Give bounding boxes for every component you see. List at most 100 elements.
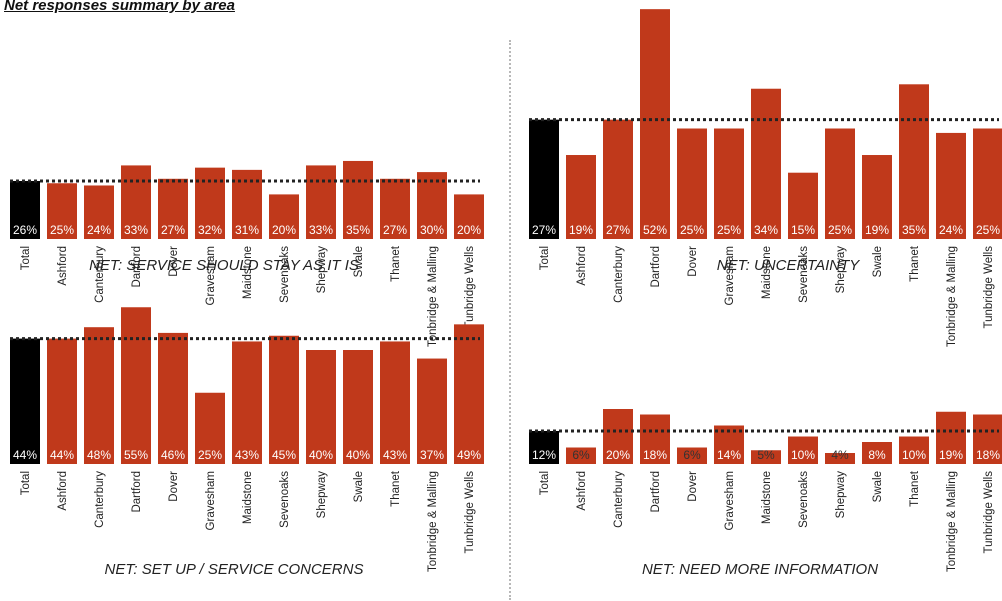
category-label: Thanet <box>909 470 921 507</box>
bar-dartford <box>121 307 151 464</box>
bar-shepway <box>825 128 855 239</box>
bar-value-label: 26% <box>13 223 37 237</box>
category-label: Gravesham <box>724 246 736 305</box>
bar-value-label: 10% <box>791 448 815 462</box>
bar-value-label: 33% <box>309 223 333 237</box>
panel-title: NET: UNCERTAINTY <box>717 257 861 274</box>
bar-value-label: 24% <box>939 223 963 237</box>
bar-value-label: 43% <box>383 448 407 462</box>
category-label: Dover <box>687 246 699 277</box>
bar-value-label: 8% <box>868 448 886 462</box>
category-label: Tunbridge Wells <box>983 471 995 554</box>
bar-dover <box>677 128 707 239</box>
category-label: Total <box>20 246 32 270</box>
bar-value-label: 5% <box>757 448 775 462</box>
bar-value-label: 40% <box>309 448 333 462</box>
bar-value-label: 46% <box>161 448 185 462</box>
bar-value-label: 20% <box>606 448 630 462</box>
category-label: Canterbury <box>94 246 106 303</box>
category-label: Sevenoaks <box>798 471 810 528</box>
bar-value-label: 25% <box>976 223 1000 237</box>
bar-canterbury <box>603 119 633 239</box>
bar-shepway <box>825 453 855 464</box>
bar-value-label: 44% <box>50 448 74 462</box>
bar-swale <box>343 160 373 239</box>
category-label: Shepway <box>835 471 847 519</box>
bar-total <box>10 338 40 464</box>
category-label: Total <box>539 471 551 495</box>
bar-tonbridge-malling <box>936 411 966 464</box>
category-label: Total <box>539 246 551 270</box>
bar-value-label: 25% <box>680 223 704 237</box>
chart-panel-2: 27% Total 19% Ashford 27% Canterbury 52% Dartfo… <box>529 9 1002 347</box>
panel-divider <box>509 40 511 600</box>
category-label: Gravesham <box>724 471 736 530</box>
category-label: Shepway <box>835 246 847 294</box>
bar-value-label: 27% <box>606 223 630 237</box>
bar-value-label: 34% <box>754 223 778 237</box>
bar-value-label: 25% <box>198 448 222 462</box>
category-label: Dartford <box>650 246 662 288</box>
bar-tunbridge-wells <box>454 194 484 239</box>
category-label: Gravesham <box>205 246 217 305</box>
bar-value-label: 27% <box>161 223 185 237</box>
bar-tunbridge-wells <box>454 324 484 464</box>
bar-value-label: 27% <box>383 223 407 237</box>
bar-canterbury <box>84 327 114 464</box>
bar-value-label: 44% <box>13 448 37 462</box>
bar-value-label: 35% <box>902 223 926 237</box>
bar-dover <box>158 178 188 239</box>
chart-panel-1: 26% Total 25% Ashford 24% Canterbury 33% Dartfo… <box>10 160 484 347</box>
panel-title: NET: SET UP / SERVICE CONCERNS <box>105 561 364 578</box>
bar-maidstone <box>751 450 781 464</box>
category-label: Dartford <box>131 471 143 513</box>
panel-title: NET: SERVICE SHOULD STAY AS IT IS <box>89 257 359 274</box>
category-label: Tonbridge & Malling <box>946 471 958 572</box>
category-label: Swale <box>353 246 365 277</box>
bar-tonbridge-malling <box>936 132 966 239</box>
bar-value-label: 6% <box>683 448 701 462</box>
category-label: Dover <box>168 246 180 277</box>
category-label: Dartford <box>650 471 662 513</box>
category-label: Maidstone <box>761 246 773 299</box>
category-label: Sevenoaks <box>279 246 291 303</box>
bar-dover <box>677 447 707 464</box>
category-label: Dover <box>687 471 699 502</box>
bar-ashford <box>47 338 77 464</box>
bar-sevenoaks <box>788 436 818 464</box>
bar-total <box>529 119 559 239</box>
bar-tunbridge-wells <box>973 128 1002 239</box>
category-label: Tonbridge & Malling <box>946 246 958 347</box>
category-label: Gravesham <box>205 471 217 530</box>
bar-swale <box>343 350 373 464</box>
bar-tunbridge-wells <box>973 414 1002 464</box>
bar-thanet <box>899 436 929 464</box>
bar-ashford <box>566 447 596 464</box>
category-label: Total <box>20 471 32 495</box>
bar-value-label: 4% <box>831 448 849 462</box>
bar-sevenoaks <box>269 194 299 239</box>
category-label: Ashford <box>57 471 69 511</box>
chart-panel-4: 12% Total 6% Ashford 20% Canterbury 18% Dartfor… <box>529 409 1002 578</box>
bar-dartford <box>640 9 670 239</box>
bar-value-label: 37% <box>420 448 444 462</box>
category-label: Tonbridge & Malling <box>427 246 439 347</box>
category-label: Tunbridge Wells <box>464 471 476 554</box>
bar-value-label: 25% <box>828 223 852 237</box>
bar-shepway <box>306 350 336 464</box>
bar-total <box>10 181 40 239</box>
bar-thanet <box>380 341 410 464</box>
category-label: Ashford <box>576 246 588 286</box>
bar-canterbury <box>603 409 633 464</box>
bar-value-label: 18% <box>976 448 1000 462</box>
category-label: Shepway <box>316 246 328 294</box>
category-label: Dover <box>168 471 180 502</box>
category-label: Sevenoaks <box>798 246 810 303</box>
bar-ashford <box>47 183 77 239</box>
bar-value-label: 24% <box>87 223 111 237</box>
bar-value-label: 10% <box>902 448 926 462</box>
bar-value-label: 15% <box>791 223 815 237</box>
bar-value-label: 31% <box>235 223 259 237</box>
bar-value-label: 32% <box>198 223 222 237</box>
